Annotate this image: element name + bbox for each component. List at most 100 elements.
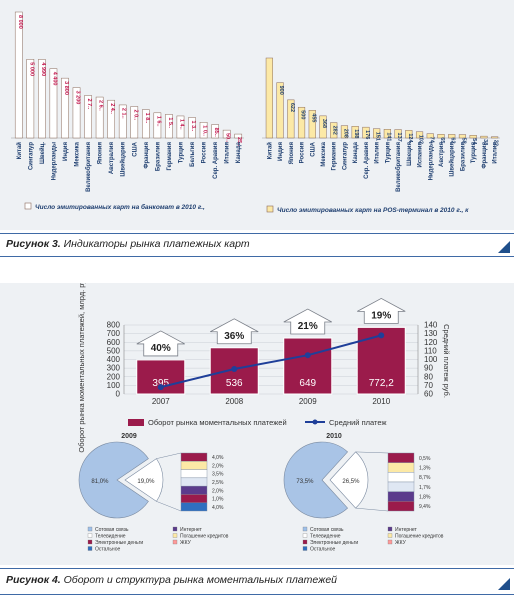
fig4-bar	[283, 337, 333, 395]
fig3-left-value-label: 5 000	[28, 62, 34, 76]
fig4-growth-arrow	[283, 308, 332, 335]
fig4-pie-2009-stack-label: 3,5%	[212, 472, 224, 478]
fig3-left-value-label: 25..	[236, 137, 242, 147]
fig4-pie-2010-legend-swatch	[302, 533, 308, 538]
fig3-right-category-label: Швейцария	[449, 142, 456, 177]
fig3-right-bar	[265, 57, 273, 139]
fig4-pie-2009-legend-swatch	[87, 533, 93, 538]
fig4-pie-2010-stack-label: 1,7%	[419, 485, 431, 491]
fig4-left-tick: 0	[116, 390, 121, 399]
fig3-right-bar	[383, 129, 391, 139]
fig4-pie-2009-connector	[156, 452, 182, 459]
fig3-right-category-label: Франция	[482, 142, 488, 169]
fig3-left-bar	[188, 117, 196, 139]
fig3-left-category-label: Австралия	[109, 142, 115, 175]
fig4-left-tick: 600	[107, 338, 121, 347]
fig4-pie-2010-stack-segment	[387, 472, 415, 483]
fig4-pie-2009-stack-segment	[180, 469, 208, 479]
fig4-ylabel-left: Оборот рынка моментальных платежей, млрд…	[77, 283, 86, 453]
fig3-right-bar	[491, 136, 499, 139]
fig4-pie-2010-stack-segment	[387, 491, 415, 502]
fig3-left-bar	[95, 96, 104, 139]
fig3-left-category-label: Франция	[144, 142, 150, 169]
fig3-right-value-label: 141	[385, 132, 391, 141]
figure-3-charts: 8 000 Китай 5 000 Сингапур 4 990 Швейц. 4 400 Н…	[11, 11, 500, 214]
fig4-right-tick: 90	[424, 364, 433, 373]
fig4-pie-2009-secondary-slice	[124, 458, 164, 502]
fig4-growth-arrow	[210, 318, 259, 345]
fig3-left-value-label: 1 5..	[167, 117, 173, 128]
fig3-left-bar	[118, 104, 127, 139]
fig4-pie-2010-stack-segment	[387, 481, 415, 492]
fig4-line-series	[160, 334, 382, 389]
fig4-pie-2009-legend-label: ЖКУ	[180, 540, 192, 546]
fig4-bar	[356, 326, 406, 395]
fig4-pie-2010-legend-label: Электронные деньги	[310, 540, 358, 546]
fig4-bar-value-label: 536	[226, 378, 243, 389]
fig3-left-bar	[107, 99, 116, 139]
fig3-left-category-label: Швейцария	[120, 142, 127, 177]
fig4-x-tick: 2007	[152, 397, 170, 406]
fig4-pie-2009-legend-swatch	[172, 533, 178, 538]
caption-rule-bottom	[0, 256, 514, 257]
fig3-left-bar	[84, 95, 92, 139]
fig3-right-bar	[405, 130, 413, 139]
fig4-line-point	[157, 384, 164, 391]
fig3-left-value-label: 2 1..	[121, 108, 127, 119]
fig3-left-category-label: Сингапур	[28, 142, 34, 170]
fig3-right-bar	[448, 134, 456, 139]
fig3-left-category-label: Великобритания	[85, 142, 92, 192]
fig3-right-bar	[458, 134, 467, 139]
fig3-right-value-label: 102	[418, 135, 424, 144]
fig4-right-tick: 60	[424, 390, 433, 399]
fig4-pie-2009-stack-segment	[180, 461, 208, 470]
fig4-growth-arrow	[136, 330, 185, 357]
fig3-right-value-label: 622	[289, 103, 295, 112]
fig4-left-tick: 700	[107, 329, 121, 338]
fig4-pie-2010-stack-label: 1,3%	[419, 466, 431, 472]
fig3-right-value-label: 22	[493, 140, 499, 146]
fig4-pie-2009-stack-label: 2,0%	[212, 488, 224, 494]
fig3-right-value-label: 54	[471, 138, 477, 145]
fig4-growth-label: 21%	[298, 321, 318, 332]
fig4-legend-bar-label: Оборот рынка моментальных платежей	[148, 418, 287, 427]
fig3-left-bar	[153, 112, 162, 139]
fig3-left-category-label: США	[132, 141, 138, 156]
fig3-left-bar	[14, 11, 23, 139]
fig3-right-category-label: Испания	[418, 142, 424, 168]
fig3-right-category-label: Бразилия	[460, 142, 466, 172]
fig3-right-bar	[276, 82, 284, 139]
fig4-pie-2010-legend-swatch	[387, 533, 393, 538]
fig3-right-category-label: Италия	[375, 142, 381, 164]
fig3-right-bar	[330, 122, 338, 139]
fig4-bar-value-label: 395	[152, 378, 169, 389]
fig3-right-value-label: 900	[278, 86, 284, 95]
fig3-right-category-label: Сингапур	[342, 142, 348, 170]
fig4-pie-2010-stack-label: 8,7%	[419, 475, 431, 481]
fig4-pie-2009-legend-swatch	[87, 539, 93, 545]
fig3-left-category-label: Германия	[167, 142, 173, 171]
fig3-left-bar	[141, 109, 150, 139]
fig4-pie-2009-legend-label: Электронные деньги	[95, 540, 143, 546]
fig4-pie-2010-legend-label: Погашение кредитов	[395, 534, 444, 540]
fig3-right-category-label: Великобритания	[395, 142, 402, 192]
fig4-pie-2009-legend-swatch	[172, 526, 178, 532]
fig3-right-value-label: 151	[375, 132, 381, 141]
fig4-pie-2010-legend-swatch	[302, 526, 308, 532]
fig4-right-tick: 100	[424, 355, 438, 364]
fig3-left-category-label: Мексика	[75, 141, 81, 166]
fig3-left-value-label: 1 0..	[202, 125, 208, 136]
fig3-left-value-label: 1 4..	[178, 119, 184, 130]
fig4-pie-2010-legend-label: Телевидение	[310, 534, 341, 540]
fig3-left-category-label: Италия	[225, 142, 231, 164]
fig3-right-bar	[362, 126, 370, 139]
fig4-pie-2010-year-label: 2010	[326, 433, 342, 440]
figure-4-caption: Рисунок 4. Оборот и структура рынка моме…	[6, 574, 337, 586]
fig4-pie-2009-stack-segment	[180, 502, 208, 512]
fig4-pie-2009-stack-label: 2,5%	[212, 480, 224, 486]
fig4-ylabel-right: Средний платеж руб.	[442, 324, 451, 398]
fig3-left-category-label: Сер. Аравия	[213, 142, 219, 179]
fig3-right-bar	[415, 131, 424, 139]
fig3-left-value-label: 2 4..	[109, 103, 115, 114]
fig3-left-bar	[130, 106, 139, 139]
